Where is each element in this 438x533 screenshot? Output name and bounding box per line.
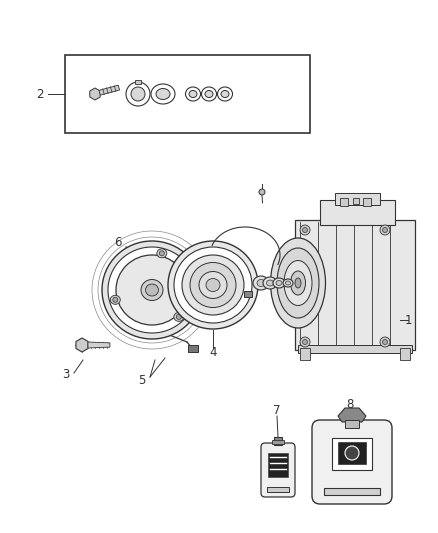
Circle shape: [303, 340, 307, 344]
Ellipse shape: [116, 255, 188, 325]
Text: 4: 4: [209, 345, 217, 359]
Ellipse shape: [159, 251, 164, 256]
Circle shape: [300, 225, 310, 235]
Text: m: m: [348, 448, 356, 457]
Ellipse shape: [221, 91, 229, 98]
Ellipse shape: [174, 312, 184, 321]
Ellipse shape: [182, 255, 244, 315]
Text: 2: 2: [36, 87, 44, 101]
Ellipse shape: [110, 295, 120, 304]
Bar: [353, 198, 359, 204]
Circle shape: [380, 337, 390, 347]
Polygon shape: [88, 342, 110, 348]
Bar: [400, 348, 410, 360]
Text: 6: 6: [114, 236, 122, 248]
Polygon shape: [76, 338, 88, 352]
Ellipse shape: [218, 87, 233, 101]
Ellipse shape: [273, 278, 285, 288]
Text: 1: 1: [404, 313, 412, 327]
Ellipse shape: [108, 247, 196, 333]
Ellipse shape: [190, 262, 236, 308]
Ellipse shape: [102, 241, 202, 339]
Ellipse shape: [113, 297, 118, 302]
Bar: [65, 55, 310, 133]
Bar: [363, 198, 371, 206]
Bar: [335, 193, 380, 205]
Ellipse shape: [286, 281, 290, 285]
Ellipse shape: [186, 87, 201, 101]
Bar: [188, 345, 198, 352]
Text: 5: 5: [138, 374, 146, 386]
Text: 8: 8: [346, 399, 354, 411]
Ellipse shape: [253, 276, 269, 290]
Bar: [267, 487, 289, 492]
Bar: [295, 220, 415, 350]
Bar: [244, 291, 252, 297]
Ellipse shape: [263, 277, 277, 289]
Ellipse shape: [295, 278, 301, 288]
Ellipse shape: [266, 280, 273, 286]
Ellipse shape: [177, 314, 181, 319]
Ellipse shape: [257, 279, 265, 287]
Circle shape: [259, 189, 265, 195]
Ellipse shape: [168, 241, 258, 329]
Circle shape: [126, 82, 150, 106]
Text: 3: 3: [62, 368, 70, 382]
Ellipse shape: [141, 279, 163, 301]
Text: 7: 7: [273, 403, 281, 416]
Bar: [272, 440, 284, 444]
Ellipse shape: [271, 238, 325, 328]
Bar: [135, 80, 141, 84]
Bar: [345, 420, 359, 428]
Ellipse shape: [276, 280, 282, 286]
Circle shape: [131, 87, 145, 101]
Ellipse shape: [283, 279, 293, 287]
Ellipse shape: [206, 279, 220, 292]
Bar: [320, 200, 395, 225]
Bar: [324, 488, 380, 495]
Ellipse shape: [290, 271, 305, 295]
Polygon shape: [338, 408, 366, 422]
Bar: [274, 437, 282, 445]
Ellipse shape: [277, 248, 319, 318]
Bar: [298, 345, 412, 353]
Ellipse shape: [284, 261, 312, 305]
Circle shape: [345, 446, 359, 460]
FancyBboxPatch shape: [312, 420, 392, 504]
Ellipse shape: [145, 284, 159, 296]
Circle shape: [380, 225, 390, 235]
Polygon shape: [90, 88, 100, 100]
Bar: [268, 453, 288, 477]
Ellipse shape: [199, 271, 227, 298]
Bar: [338, 442, 366, 464]
Circle shape: [382, 340, 388, 344]
Ellipse shape: [174, 247, 252, 323]
Ellipse shape: [156, 88, 170, 100]
Ellipse shape: [201, 87, 216, 101]
Ellipse shape: [157, 249, 167, 258]
Bar: [332, 438, 372, 470]
Ellipse shape: [151, 84, 175, 104]
Bar: [300, 348, 310, 360]
Bar: [340, 198, 348, 206]
Ellipse shape: [205, 91, 213, 98]
Circle shape: [382, 228, 388, 232]
Circle shape: [303, 228, 307, 232]
FancyBboxPatch shape: [261, 443, 295, 497]
Polygon shape: [99, 85, 120, 95]
Ellipse shape: [189, 91, 197, 98]
Circle shape: [300, 337, 310, 347]
